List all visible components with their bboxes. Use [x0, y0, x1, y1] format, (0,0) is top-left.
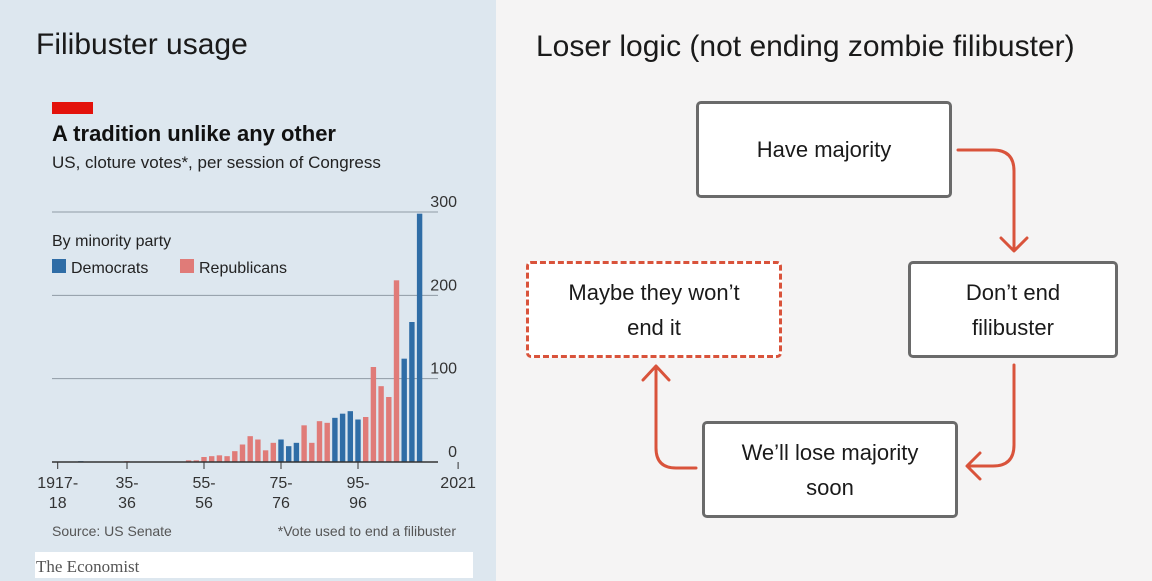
legend-swatch-democrats: [52, 259, 66, 273]
x-tick-label-line2: 76: [272, 495, 290, 512]
box-maybe-line1: Maybe they won’t: [568, 279, 740, 305]
y-tick-label: 100: [430, 361, 457, 378]
bar-republicans: [316, 421, 323, 462]
bar-republicans: [216, 455, 223, 462]
bar-republicans: [193, 460, 199, 462]
right-panel: Loser logic (not ending zombie filibuste…: [496, 0, 1152, 581]
source-note: Source: US Senate: [52, 523, 172, 539]
box-have-majority-label: Have majority: [756, 137, 892, 162]
bar-republicans: [232, 451, 238, 462]
bar-republicans: [386, 397, 392, 462]
bar-republicans: [209, 456, 215, 462]
arrowhead-dont-end: [999, 236, 1029, 253]
y-tick-label: 300: [430, 194, 457, 211]
bar-republicans: [239, 444, 246, 462]
box-lose-majority-label: We’ll lose majority soon: [742, 435, 919, 505]
legend-label-republicans: Republicans: [199, 260, 287, 277]
x-tick-label: 2021: [440, 475, 476, 492]
arrow-lose-to-maybe: [654, 366, 698, 470]
box-lose-majority-line2: soon: [806, 474, 854, 500]
bar-republicans: [247, 436, 253, 462]
x-tick-label-line2: 18: [49, 495, 67, 512]
economist-red-tag: [52, 102, 93, 114]
y-tick-label: 0: [448, 444, 457, 461]
arrowhead-maybe: [641, 364, 671, 382]
arrowhead-lose: [965, 451, 982, 481]
footnote: *Vote used to end a filibuster: [278, 523, 457, 539]
bar-republicans: [262, 450, 269, 462]
bar-republicans: [201, 457, 207, 462]
bar-chart: 0 100 200 300 1917- 18 35- 36 55- 56 75- 76 95- 96 20…: [37, 194, 476, 539]
box-maybe-line2: end it: [627, 314, 681, 340]
publisher-logo: The Economist: [36, 557, 140, 576]
chart-bars: [78, 213, 423, 462]
box-dont-end-line1: Don’t end: [965, 279, 1061, 305]
left-panel: Filibuster usage A tradition unlike any …: [0, 0, 496, 581]
box-dont-end-filibuster: Don’t end filibuster: [908, 261, 1118, 358]
bar-republicans: [324, 422, 330, 462]
x-tick-label-line2: 96: [349, 495, 367, 512]
y-axis-ticks: 0 100 200 300: [430, 194, 457, 461]
legend-title: By minority party: [52, 233, 171, 250]
chart-title: A tradition unlike any other: [52, 121, 336, 146]
bar-democrats: [355, 419, 361, 462]
bar-democrats: [416, 213, 423, 462]
legend-label-democrats: Democrats: [71, 260, 148, 277]
bar-republicans: [224, 456, 230, 462]
bar-democrats: [293, 442, 300, 462]
box-dont-end-line2: filibuster: [972, 314, 1054, 340]
box-have-majority: Have majority: [696, 101, 952, 198]
chart-subtitle: US, cloture votes*, per session of Congr…: [52, 153, 381, 172]
flow-arrows: [641, 148, 1029, 481]
bar-republicans: [301, 425, 307, 462]
box-lose-majority: We’ll lose majority soon: [702, 421, 958, 518]
x-tick-label: 1917-: [37, 475, 78, 492]
bar-democrats: [332, 417, 338, 462]
x-tick-label: 55-: [192, 475, 215, 492]
x-tick-label-line2: 36: [118, 495, 136, 512]
x-tick-label: 75-: [269, 475, 292, 492]
bar-democrats: [339, 413, 346, 462]
x-tick-label: 35-: [115, 475, 138, 492]
x-tick-label-line2: 56: [195, 495, 213, 512]
publisher-band: [35, 552, 473, 578]
box-maybe-label: Maybe they won’t end it: [568, 275, 739, 345]
bar-democrats: [347, 411, 353, 462]
bar-democrats: [409, 322, 415, 462]
box-maybe-they-wont: Maybe they won’t end it: [526, 261, 782, 358]
bar-republicans: [363, 417, 369, 462]
bar-democrats: [278, 439, 284, 462]
right-panel-title: Loser logic (not ending zombie filibuste…: [536, 30, 1075, 63]
bar-republicans: [393, 280, 400, 462]
x-tick-label: 95-: [346, 475, 369, 492]
legend-swatch-republicans: [180, 259, 194, 273]
arrow-dont-end-to-lose: [966, 363, 1016, 468]
y-tick-label: 200: [430, 277, 457, 294]
box-dont-end-label: Don’t end filibuster: [966, 275, 1060, 345]
bar-democrats: [286, 446, 292, 462]
bar-republicans: [270, 442, 276, 462]
bar-republicans: [370, 367, 377, 462]
x-axis-ticks: 1917- 18 35- 36 55- 56 75- 76 95- 96 2021: [37, 462, 476, 512]
bar-democrats: [401, 358, 407, 462]
bar-republicans: [255, 439, 261, 462]
arrow-majority-to-dont-end: [956, 148, 1016, 250]
box-lose-majority-line1: We’ll lose majority: [741, 439, 919, 465]
left-panel-title: Filibuster usage: [36, 28, 248, 61]
bar-republicans: [378, 386, 384, 462]
bar-republicans: [309, 442, 315, 462]
bar-republicans: [185, 460, 192, 462]
